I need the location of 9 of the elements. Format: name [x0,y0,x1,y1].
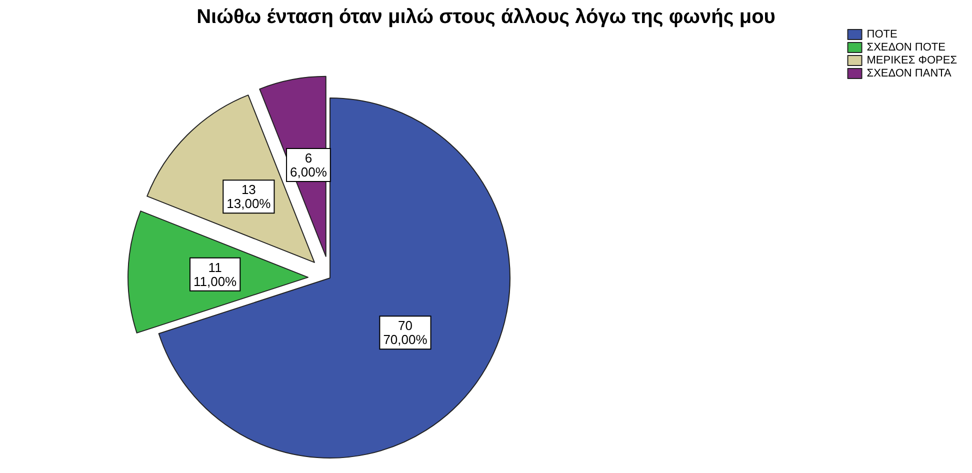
legend-label: ΣΧΕΔΟΝ ΠΑΝΤΑ [866,68,952,80]
chart-title: Νιώθω ένταση όταν μιλώ στους άλλους λόγω της φωνής μου [196,6,776,28]
data-label: 70 70,00% [383,318,428,348]
data-label: 6 6,00% [290,150,328,180]
legend-label: ΠΟΤΕ [866,28,898,40]
data-label: 13 13,00% [226,182,272,212]
data-label: 11 11,00% [193,260,238,289]
legend-label: ΣΧΕΔΟΝ ΠΟΤΕ [866,42,946,54]
legend-label: ΜΕΡΙΚΕΣ ΦΟΡΕΣ [866,54,958,66]
